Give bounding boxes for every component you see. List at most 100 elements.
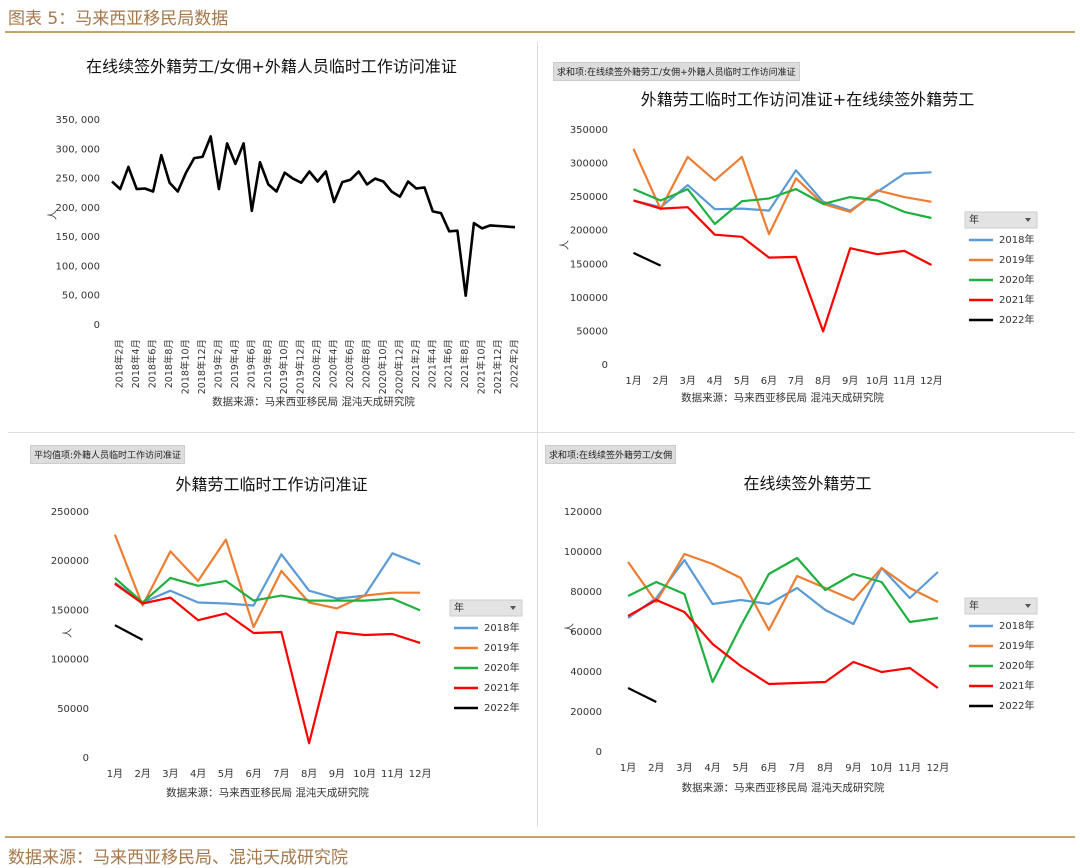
y-tick-label: 300, 000: [55, 144, 100, 155]
divider: [8, 432, 1075, 433]
x-tick-label: 8月: [815, 375, 831, 387]
chart: 数据来源：马来西亚移民局 混沌天成研究院 人 0 50000 100000 150000 2…: [559, 125, 1038, 404]
series-line: [111, 135, 516, 297]
header-title: 图表 5：马来西亚移民局数据: [8, 9, 229, 29]
chart-title: 在线续签外籍劳工/女佣+外籍人员临时工作访问准证: [86, 57, 457, 76]
chart-panel: 数据来源：马来西亚移民局 混沌天成研究院 人 0 20000 40000 60000 800…: [540, 435, 1075, 825]
x-tick-label: 2018年10月: [180, 339, 192, 394]
x-tick-label: 2021年8月: [459, 339, 471, 388]
x-tick-label: 2021年10月: [476, 339, 488, 394]
x-tick-label: 11月: [898, 762, 921, 774]
legend-title: 年: [454, 601, 464, 614]
y-axis-label: 人: [559, 240, 571, 250]
x-tick-label: 6月: [245, 768, 261, 780]
y-tick-label: 50000: [57, 704, 89, 715]
legend-label: 2022年: [999, 313, 1034, 326]
x-tick-label: 2月: [652, 375, 668, 387]
x-tick-label: 2019年8月: [262, 339, 274, 388]
y-tick-label: 350, 000: [55, 115, 100, 126]
y-tick-label: 0: [602, 360, 608, 371]
legend-label: 2019年: [484, 641, 519, 654]
y-tick-label: 150, 000: [55, 232, 100, 243]
x-tick-label: 7月: [273, 768, 289, 780]
x-tick-label: 2022年2月: [509, 339, 521, 388]
x-tick-label: 9月: [842, 375, 858, 387]
legend-label: 2021年: [484, 681, 519, 694]
y-tick-label: 100, 000: [55, 261, 100, 272]
legend-title: 年: [969, 213, 979, 226]
x-tick-label: 2021年12月: [492, 339, 504, 394]
x-tick-label: 10月: [870, 762, 893, 774]
legend-label: 2020年: [999, 273, 1034, 286]
legend-label: 2018年: [999, 619, 1034, 632]
field-label: 求和项:在线续签外籍劳工/女佣: [545, 445, 677, 464]
series-line: [114, 576, 421, 612]
x-tick-label: 2月: [648, 762, 664, 774]
x-tick-label: 2018年2月: [114, 339, 126, 388]
x-tick-label: 8月: [817, 762, 833, 774]
x-tick-label: 6月: [761, 762, 777, 774]
x-tick-label: 8月: [301, 768, 317, 780]
x-tick-label: 11月: [893, 375, 916, 387]
field-label: 平均值项:外籍人员临时工作访问准证: [30, 445, 186, 464]
y-tick-label: 250, 000: [55, 174, 100, 185]
x-tick-label: 2018年12月: [196, 339, 208, 394]
y-tick-label: 0: [94, 320, 100, 331]
x-tick-label: 2020年10月: [377, 339, 389, 394]
x-tick-label: 2018年8月: [163, 339, 175, 388]
series-line: [114, 624, 144, 641]
chart-title: 在线续签外籍劳工: [743, 474, 872, 493]
y-tick-label: 250000: [51, 507, 89, 518]
x-tick-label: 6月: [761, 375, 777, 387]
filter-button: [1025, 218, 1031, 222]
footer-rule: [5, 836, 1075, 838]
chart: 数据来源：马来西亚移民局 混沌天成研究院 人 0 50000 100000 150000 2…: [51, 507, 523, 799]
y-axis-label: 人: [564, 623, 576, 633]
filter-button: [510, 606, 516, 610]
x-tick-label: 3月: [676, 762, 692, 774]
x-tick-label: 4月: [707, 375, 723, 387]
x-tick-label: 5月: [733, 762, 749, 774]
legend-header: [964, 597, 1038, 615]
y-tick-label: 20000: [570, 707, 602, 718]
x-tick-label: 2019年12月: [295, 339, 307, 394]
x-tick-label: 12月: [927, 762, 950, 774]
series-line: [632, 148, 932, 236]
x-tick-label: 5月: [734, 375, 750, 387]
x-tick-label: 2018年4月: [130, 339, 142, 388]
legend-label: 2019年: [999, 639, 1034, 652]
x-tick-label: 2021年6月: [443, 339, 455, 388]
x-tick-label: 12月: [920, 375, 943, 387]
x-tick-label: 2018年6月: [147, 339, 159, 388]
x-tick-label: 2020年8月: [360, 339, 372, 388]
y-axis-label: 人: [47, 210, 59, 220]
y-tick-label: 100000: [51, 655, 89, 666]
x-tick-label: 2020年2月: [311, 339, 323, 388]
legend-label: 2020年: [999, 659, 1034, 672]
chart-title: 外籍劳工临时工作访问准证: [175, 475, 368, 494]
legend-label: 2019年: [999, 253, 1034, 266]
legend-title: 年: [969, 599, 979, 612]
chart-title: 外籍劳工临时工作访问准证+在线续签外籍劳工: [640, 90, 975, 109]
footer-source: 数据来源：马来西亚移民局、混沌天成研究院: [8, 848, 348, 868]
x-tick-label: 3月: [680, 375, 696, 387]
x-tick-label: 7月: [789, 762, 805, 774]
x-tick-label: 9月: [329, 768, 345, 780]
x-tick-label: 4月: [704, 762, 720, 774]
legend-label: 2018年: [999, 233, 1034, 246]
x-tick-label: 9月: [845, 762, 861, 774]
series-line: [627, 687, 657, 703]
legend-label: 2022年: [484, 701, 519, 714]
y-tick-label: 60000: [570, 627, 602, 638]
source-note: 数据来源：马来西亚移民局 混沌天成研究院: [212, 395, 415, 408]
y-tick-label: 120000: [564, 507, 602, 518]
series-line: [633, 251, 662, 267]
x-tick-label: 7月: [788, 375, 804, 387]
x-tick-label: 11月: [381, 768, 404, 780]
y-tick-label: 300000: [570, 159, 608, 170]
y-tick-label: 50000: [576, 326, 608, 337]
y-tick-label: 200000: [51, 556, 89, 567]
legend-label: 2021年: [999, 293, 1034, 306]
x-tick-label: 1月: [107, 768, 123, 780]
